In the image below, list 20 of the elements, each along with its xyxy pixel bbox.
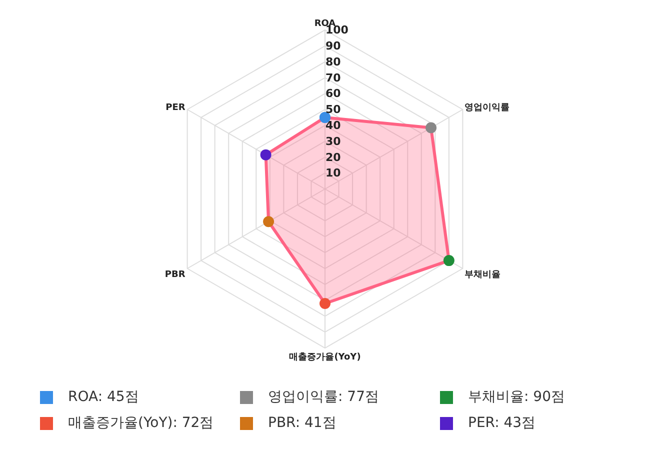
text: 매출증가율(YoY): 72점	[68, 414, 214, 432]
y-tick-label: 70	[326, 71, 342, 84]
y-tick-label: 10	[326, 166, 342, 180]
spoke-label: 부채비율	[464, 270, 501, 280]
y-tick-label: 80	[326, 55, 342, 68]
y-tick-label: 90	[326, 39, 342, 52]
text: 부채비율: 90점	[468, 388, 565, 406]
text: PER: 43점	[468, 414, 536, 432]
y-tick-label: 40	[326, 118, 342, 132]
text: 영업이익률: 77점	[268, 388, 379, 406]
spoke-label: 영업이익률	[464, 103, 510, 114]
y-tick-label: 50	[326, 103, 342, 116]
spoke-label: 매출증가율(YoY)	[289, 351, 361, 362]
spoke-label: PBR	[164, 270, 186, 280]
spoke-label: PER	[166, 103, 186, 114]
y-tick-label: 30	[326, 134, 342, 148]
y-tick-label: 60	[326, 87, 342, 100]
y-tick-label: 20	[326, 150, 342, 164]
text: ROA: 45점	[68, 388, 139, 406]
text: PBR: 41점	[268, 414, 336, 432]
